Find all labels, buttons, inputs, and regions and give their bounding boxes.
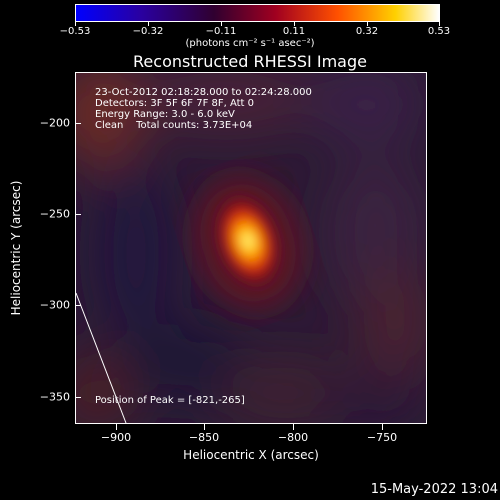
- colorbar-units: (photons cm⁻² s⁻¹ asec⁻²): [185, 38, 315, 49]
- rhessi-image: [76, 73, 426, 423]
- colorbar-tick-label: −0.53: [59, 26, 91, 37]
- time-range-annotation: 23-Oct-2012 02:18:28.000 to 02:24:28.000: [95, 87, 312, 98]
- colorbar-tick-label: 0.53: [427, 26, 451, 37]
- detectors-annotation: Detectors: 3F 5F 6F 7F 8F, Att 0: [95, 98, 255, 109]
- x-tick: [116, 424, 117, 430]
- colorbar-tick: [367, 22, 368, 26]
- background-noise: [76, 73, 426, 423]
- x-axis-label: Heliocentric X (arcsec): [183, 448, 319, 462]
- y-tick-label: −350: [39, 390, 70, 404]
- y-tick: [75, 305, 81, 306]
- x-tick: [204, 424, 205, 430]
- algorithm-annotation: Clean Total counts: 3.73E+04: [95, 120, 253, 131]
- colorbar-tick: [75, 22, 76, 26]
- colorbar-tick: [221, 22, 222, 26]
- colorbar-tick-label: −0.32: [132, 26, 164, 37]
- colorbar-tick: [439, 22, 440, 26]
- colorbar: [75, 4, 440, 22]
- y-axis-label: Heliocentric Y (arcsec): [9, 180, 23, 316]
- y-tick: [75, 214, 81, 215]
- y-tick: [75, 123, 81, 124]
- colorbar-tick-label: 0.11: [282, 26, 306, 37]
- x-tick: [382, 424, 383, 430]
- y-tick-label: −300: [39, 298, 70, 312]
- solar-limb: [76, 292, 127, 423]
- x-tick-label: −900: [100, 431, 132, 444]
- y-tick-label: −200: [39, 116, 70, 130]
- plot-title: Reconstructed RHESSI Image: [133, 52, 367, 71]
- y-tick: [75, 397, 81, 398]
- energy-annotation: Energy Range: 3.0 - 6.0 keV: [95, 109, 235, 120]
- colorbar-tick: [148, 22, 149, 26]
- flare-source: [213, 192, 283, 290]
- colorbar-tick-label: −0.11: [205, 26, 237, 37]
- colorbar-tick-label: 0.32: [355, 26, 379, 37]
- x-tick-label: −750: [366, 431, 398, 444]
- x-tick-label: −850: [188, 431, 220, 444]
- x-tick-label: −800: [277, 431, 309, 444]
- x-tick: [293, 424, 294, 430]
- y-tick-label: −250: [39, 207, 70, 221]
- colorbar-tick: [294, 22, 295, 26]
- timestamp-footer: 15-May-2022 13:04: [370, 482, 498, 497]
- peak-position-annotation: Position of Peak = [-821,-265]: [95, 395, 245, 406]
- rhessi-image-plot: 23-Oct-2012 02:18:28.000 to 02:24:28.000…: [75, 72, 427, 424]
